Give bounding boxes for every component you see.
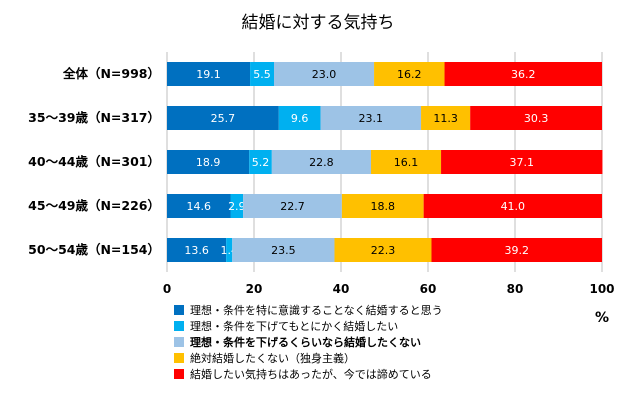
- bar-segment: [271, 150, 372, 174]
- legend-swatch: [174, 321, 184, 331]
- category-label: 50～54歳（N=154）: [28, 242, 160, 257]
- legend-label: 結婚したい気持ちはあったが、今では諦めている: [190, 367, 432, 381]
- legend-label: 理想・条件を下げるくらいなら結婚したくない: [190, 335, 421, 349]
- data-label: 30.3: [524, 112, 549, 125]
- bar-segment: [250, 62, 275, 86]
- data-label: 18.9: [196, 156, 221, 169]
- bar-segment: [441, 150, 603, 174]
- data-label: 39.2: [504, 244, 529, 257]
- x-axis-unit: %: [595, 310, 609, 326]
- data-label: 23.5: [271, 244, 296, 257]
- bar-segment: [278, 106, 321, 130]
- bar-segment: [431, 238, 602, 262]
- bar-segment: [374, 62, 445, 86]
- data-label: 5.2: [252, 156, 270, 169]
- data-label: 14.6: [187, 200, 212, 213]
- x-tick-label: 40: [333, 282, 350, 296]
- bar-segment: [371, 150, 442, 174]
- category-label: 35～39歳（N=317）: [28, 110, 160, 125]
- data-label: 22.7: [280, 200, 305, 213]
- bar-segment: [444, 62, 602, 86]
- legend-label: 絶対結婚したくない（独身主義）: [190, 351, 355, 365]
- data-label: 5.5: [253, 68, 271, 81]
- bar-segment: [167, 106, 279, 130]
- bar-segment: [167, 238, 227, 262]
- data-label: 25.7: [211, 112, 236, 125]
- bars: 19.1 5.5 23.0 16.2 36.2 25.7 9.6 23.1 11.3 30.3 18…: [167, 62, 603, 262]
- legend-swatch: [174, 353, 184, 363]
- bar-segment: [243, 194, 342, 218]
- legend-swatch: [174, 305, 184, 315]
- x-tick-label: 0: [163, 282, 171, 296]
- bar-segment: [334, 238, 432, 262]
- x-axis-ticks: 0 20 40 60 80 100: [163, 282, 615, 296]
- data-label: 18.8: [371, 200, 396, 213]
- data-label: 23.1: [359, 112, 384, 125]
- data-label: 22.3: [371, 244, 396, 257]
- bar-segment: [230, 194, 244, 218]
- category-label: 全体（N=998）: [62, 66, 160, 81]
- bar-segment: [320, 106, 422, 130]
- legend-label: 理想・条件を下げてもとにかく結婚したい: [190, 319, 398, 333]
- data-label: 22.8: [309, 156, 334, 169]
- data-label: 36.2: [511, 68, 536, 81]
- data-label: 9.6: [291, 112, 309, 125]
- legend-label: 理想・条件を特に意識することなく結婚すると思う: [190, 303, 443, 317]
- data-label: 23.0: [312, 68, 337, 81]
- x-tick-label: 100: [589, 282, 614, 296]
- bar-segment: [167, 150, 250, 174]
- x-tick-label: 80: [507, 282, 524, 296]
- bar-segment: [470, 106, 602, 130]
- bar-segment: [341, 194, 424, 218]
- bar-segment: [226, 238, 233, 262]
- data-label: 11.3: [433, 112, 458, 125]
- bar-segment: [421, 106, 471, 130]
- bar-segment: [274, 62, 375, 86]
- legend-swatch: [174, 369, 184, 379]
- data-label: 13.6: [184, 244, 209, 257]
- bar-segment: [423, 194, 602, 218]
- x-tick-label: 60: [420, 282, 437, 296]
- x-tick-label: 20: [246, 282, 263, 296]
- data-label: 37.1: [509, 156, 534, 169]
- bar-segment: [167, 62, 251, 86]
- data-label: 16.1: [394, 156, 419, 169]
- bar-segment: [249, 150, 272, 174]
- category-label: 45～49歳（N=226）: [28, 198, 160, 213]
- bar-segment: [232, 238, 335, 262]
- data-label: 16.2: [397, 68, 422, 81]
- legend-swatch: [174, 337, 184, 347]
- legend: 理想・条件を特に意識することなく結婚すると思う理想・条件を下げてもとにかく結婚し…: [174, 303, 443, 381]
- bar-segment: [167, 194, 231, 218]
- data-label: 19.1: [196, 68, 221, 81]
- data-label: 2.9: [228, 200, 246, 213]
- chart-title: 結婚に対する気持ち: [242, 13, 395, 33]
- category-labels: 全体（N=998） 35～39歳（N=317） 40～44歳（N=301） 45～49…: [28, 66, 160, 257]
- data-label: 41.0: [501, 200, 526, 213]
- category-label: 40～44歳（N=301）: [28, 154, 160, 169]
